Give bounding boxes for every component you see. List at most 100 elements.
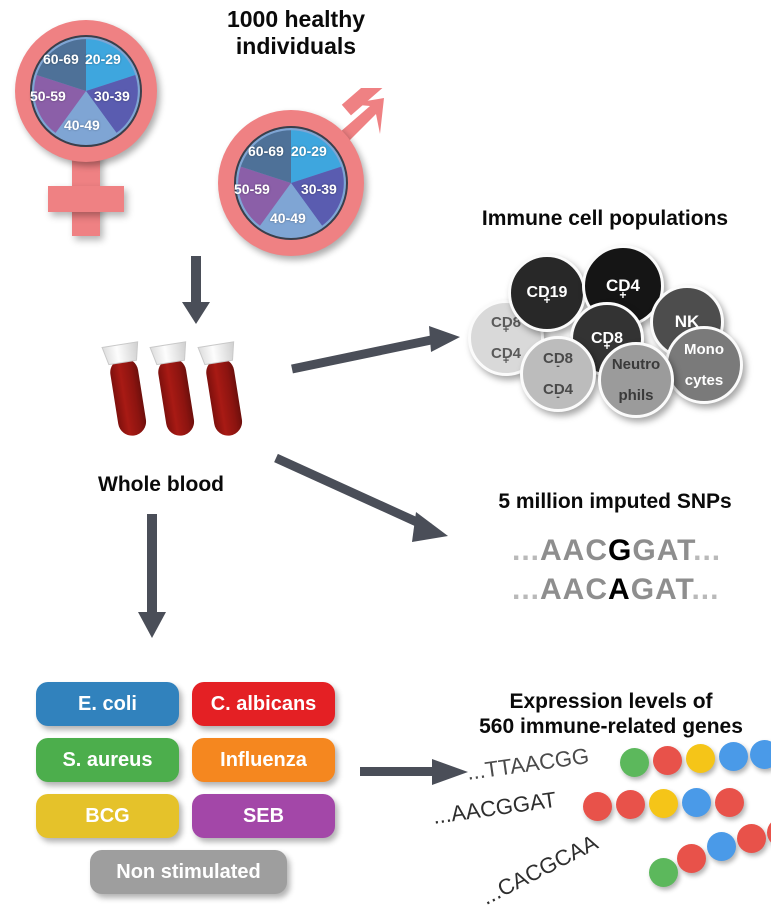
dna-bead — [649, 858, 678, 887]
arrow-stimuli-to-expression — [360, 759, 468, 785]
stimulus-e-coli[interactable]: E. coli — [36, 682, 179, 726]
immune-cell-label: CD8- CD4- — [542, 350, 573, 403]
arrow-blood-to-immune — [291, 326, 460, 374]
dna-bead — [719, 742, 748, 771]
female-symbol-crossbar — [48, 186, 124, 212]
pie-slice-60-69 — [240, 130, 291, 183]
male-pie-label-60-69: 60-69 — [248, 143, 284, 159]
female-age-pie — [30, 35, 142, 147]
dna-sequence-1: ...TTAACGG — [465, 743, 591, 785]
cohort-title: 1000 healthy individuals — [176, 6, 416, 60]
male-pie-label-20-29: 20-29 — [291, 143, 327, 159]
cohort-title-line2: individuals — [235, 33, 357, 60]
dna-bead — [750, 740, 771, 769]
immune-cell-label: CD4 + — [605, 276, 640, 302]
dna-strand-3: ...CACGCAA — [455, 818, 771, 914]
pie-slice-30-39 — [291, 166, 344, 226]
expression-dna-strands: ...TTAACGG ...AACGGAT ...CACGCAA — [431, 740, 771, 915]
snp-prefix-bases: AAC — [540, 534, 609, 567]
snp-prefix: ... — [512, 534, 541, 567]
immune-cell-cd8n-cd4n[interactable]: CD8- CD4- — [520, 336, 596, 412]
dna-bead — [682, 788, 711, 817]
snp-suffix: ... — [691, 573, 720, 606]
cohort-title-line1: 1000 healthy — [226, 6, 366, 32]
dna-bead — [715, 788, 744, 817]
arrow-blood-to-stimuli — [138, 514, 166, 638]
stimulus-label: Influenza — [220, 748, 307, 771]
stimulus-seb[interactable]: SEB — [192, 794, 335, 838]
dna-bead — [737, 824, 766, 853]
arrow-cohort-to-blood — [182, 256, 210, 324]
pie-slice-20-29 — [291, 130, 342, 183]
snp-allele-row-1: ...AACGGAT... — [512, 534, 721, 568]
dna-bead — [583, 792, 612, 821]
snp-suffix: ... — [693, 534, 722, 567]
pie-slice-30-39 — [86, 74, 138, 133]
immune-cell-neutrophils[interactable]: Neutro phils — [598, 342, 674, 418]
immune-cell-monocytes[interactable]: Mono cytes — [665, 326, 743, 404]
pie-slice-40-49 — [259, 183, 323, 236]
stimulus-label: S. aureus — [62, 748, 153, 771]
snp-suffix-bases: GAT — [630, 573, 692, 606]
dna-bead — [707, 832, 736, 861]
immune-cell-label: Neutro phils — [611, 356, 661, 404]
immune-cell-label: CD19 + — [526, 283, 568, 308]
snp-suffix-bases: GAT — [632, 534, 694, 567]
immune-cell-label: CD8 + — [590, 329, 623, 354]
stimulus-c-albicans[interactable]: C. albicans — [192, 682, 335, 726]
snp-title: 5 million imputed SNPs — [498, 490, 732, 513]
pie-slice-50-59 — [238, 166, 291, 226]
expression-title: Expression levels of 560 immune-related … — [455, 690, 767, 740]
female-pie-svg — [34, 39, 138, 143]
male-pie-label-50-59: 50-59 — [234, 181, 270, 197]
male-symbol: 20-29 30-39 40-49 50-59 60-69 — [198, 88, 418, 258]
snp-variant-base: G — [608, 534, 633, 567]
dna-bead — [653, 746, 682, 775]
whole-blood-label: Whole blood — [98, 473, 224, 496]
immune-cell-label: NK — [674, 312, 700, 332]
pie-slice-50-59 — [34, 74, 86, 133]
dna-bead — [649, 789, 678, 818]
stimulus-influenza[interactable]: Influenza — [192, 738, 335, 782]
male-pie-label-40-49: 40-49 — [270, 210, 306, 226]
stimulus-label: SEB — [242, 804, 285, 827]
immune-title: Immune cell populations — [481, 207, 729, 230]
dna-bead — [677, 844, 706, 873]
snp-prefix-bases: AAC — [540, 573, 609, 606]
snp-prefix: ... — [512, 573, 541, 606]
dna-bead — [616, 790, 645, 819]
stimulus-label: Non stimulated — [116, 860, 261, 883]
expression-title-line2: 560 immune-related genes — [479, 714, 743, 738]
immune-cell-cluster: CD8 + CD4 + CD19 + CD4 + NK CD8 + — [450, 240, 770, 418]
stimulus-bcg[interactable]: BCG — [36, 794, 179, 838]
female-pie-label-20-29: 20-29 — [85, 51, 121, 67]
immune-cell-label: CD8 + CD4 + — [490, 314, 521, 367]
female-pie-label-40-49: 40-49 — [64, 117, 100, 133]
blood-tubes — [100, 336, 260, 466]
snp-allele-row-2: ...AACAGAT... — [512, 573, 719, 607]
dna-sequence-3: ...CACGCAA — [477, 829, 602, 910]
male-pie-label-30-39: 30-39 — [301, 181, 337, 197]
stimulus-label: BCG — [85, 804, 130, 827]
stimulus-s-aureus[interactable]: S. aureus — [36, 738, 179, 782]
dna-bead — [620, 748, 649, 777]
stimulus-label: C. albicans — [210, 692, 317, 715]
male-age-pie — [234, 126, 348, 240]
immune-cell-label: Mono cytes — [684, 341, 724, 389]
female-pie-label-60-69: 60-69 — [43, 51, 79, 67]
female-pie-label-50-59: 50-59 — [30, 88, 66, 104]
snp-variant-base: A — [608, 573, 631, 606]
immune-cell-cd19p[interactable]: CD19 + — [508, 254, 586, 332]
expression-title-line1: Expression levels of — [509, 690, 713, 713]
dna-strand-2: ...AACGGAT — [431, 782, 771, 842]
male-pie-svg — [238, 130, 344, 236]
pie-slice-60-69 — [36, 39, 86, 91]
dna-strand-1: ...TTAACGG — [455, 740, 771, 800]
stimulus-non-stimulated[interactable]: Non stimulated — [90, 850, 287, 894]
dna-bead — [686, 744, 715, 773]
blood-tubes-svg — [101, 341, 243, 436]
pie-slice-40-49 — [55, 91, 117, 143]
arrow-blood-to-snp — [274, 453, 448, 542]
female-pie-label-30-39: 30-39 — [94, 88, 130, 104]
